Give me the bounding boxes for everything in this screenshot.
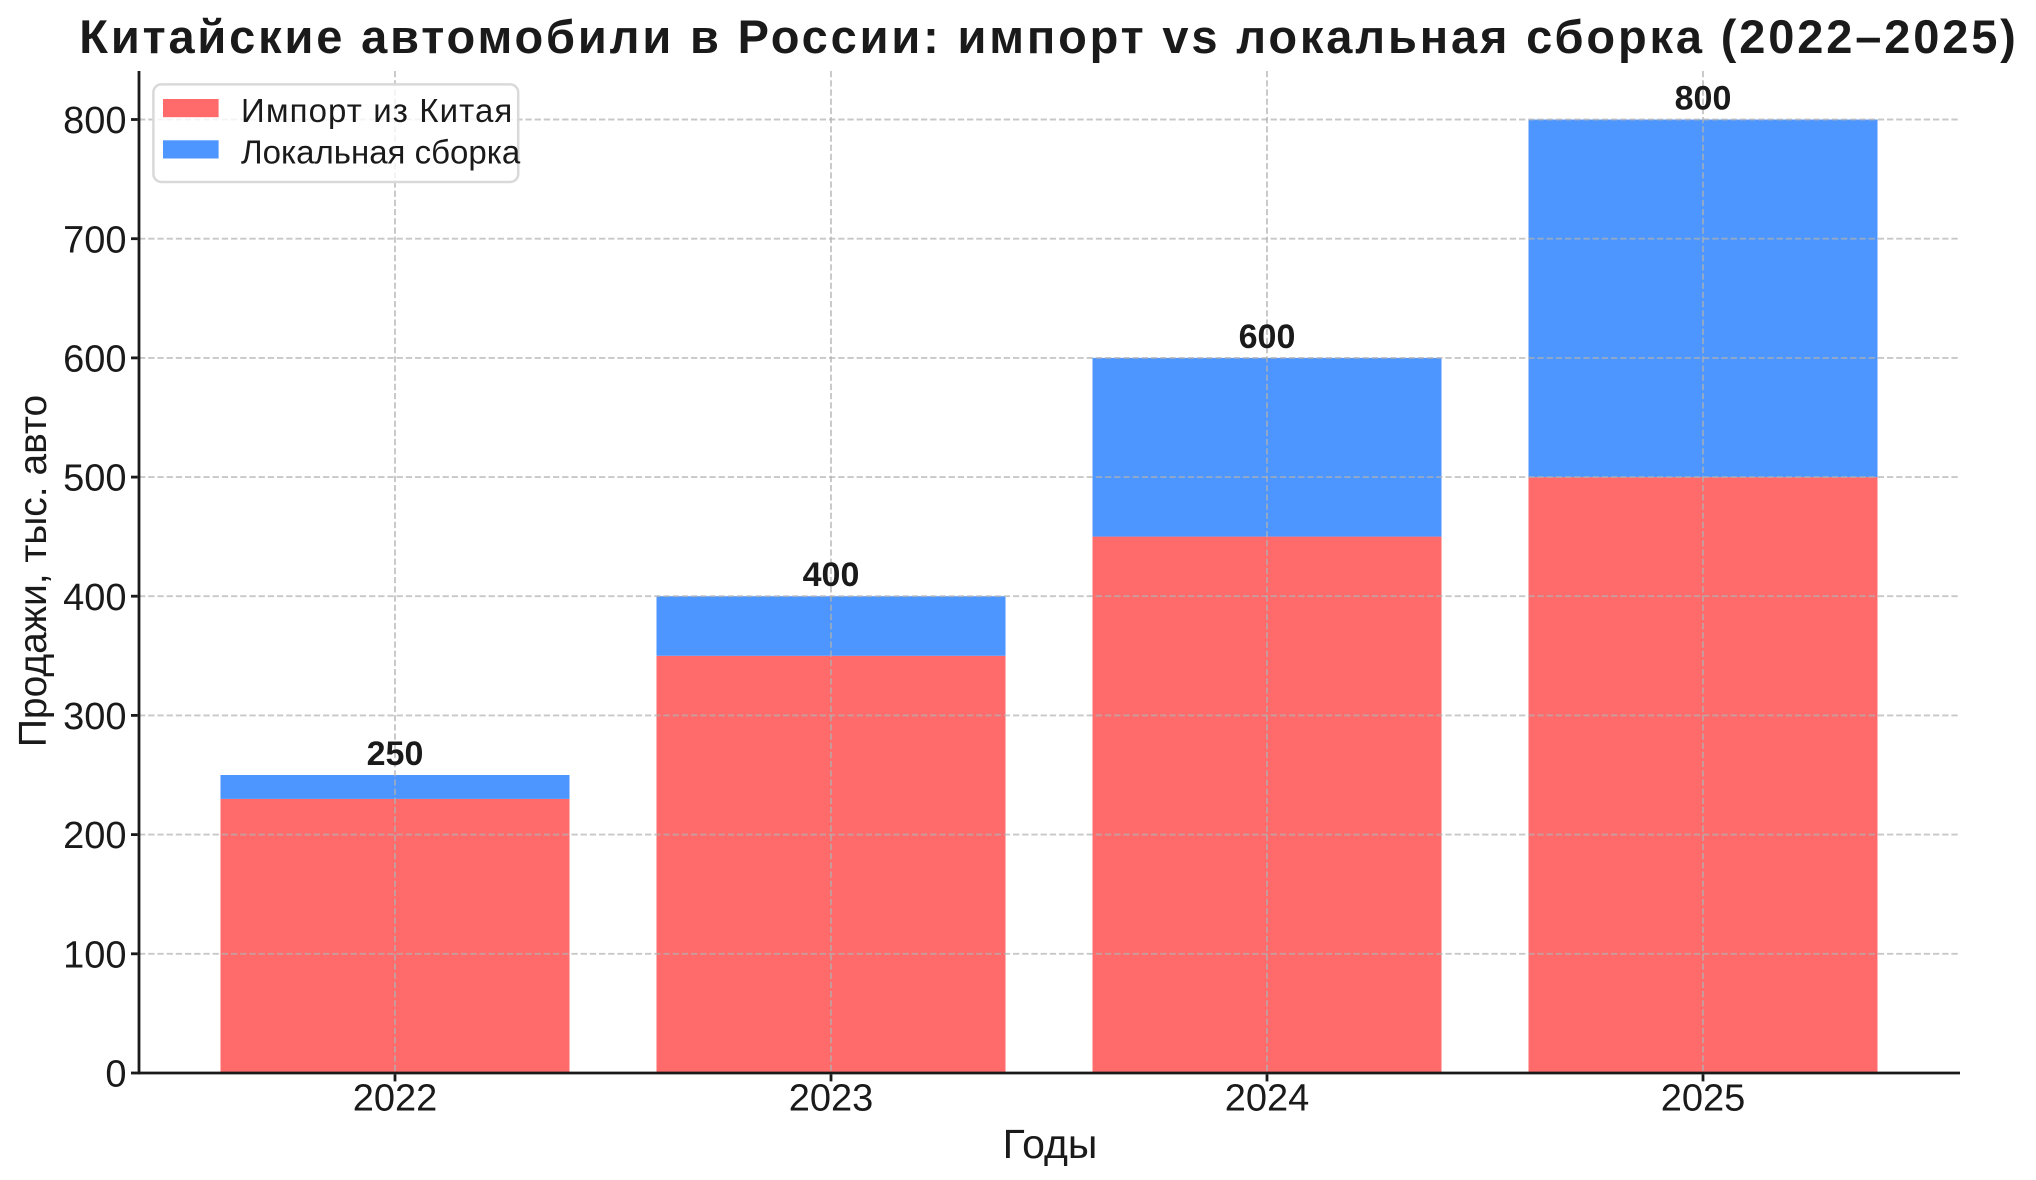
svg-text:250: 250: [367, 735, 424, 773]
svg-text:700: 700: [63, 219, 126, 261]
svg-text:300: 300: [63, 696, 126, 738]
svg-text:Продажи, тыс. авто: Продажи, тыс. авто: [12, 395, 55, 747]
svg-text:Локальная сборка: Локальная сборка: [241, 133, 521, 170]
svg-text:Импорт из Китая: Импорт из Китая: [241, 92, 513, 129]
svg-text:800: 800: [63, 100, 126, 142]
svg-text:400: 400: [803, 556, 860, 594]
svg-text:600: 600: [1239, 318, 1296, 356]
svg-text:Годы: Годы: [1003, 1121, 1098, 1167]
svg-text:400: 400: [63, 577, 126, 619]
svg-text:0: 0: [105, 1054, 126, 1096]
svg-text:2022: 2022: [353, 1078, 438, 1120]
svg-text:500: 500: [63, 458, 126, 500]
svg-text:Китайские автомобили в России:: Китайские автомобили в России: импорт vs…: [79, 10, 2018, 63]
svg-text:800: 800: [1675, 80, 1732, 118]
svg-text:600: 600: [63, 339, 126, 381]
svg-text:100: 100: [63, 934, 126, 976]
svg-text:2023: 2023: [789, 1078, 874, 1120]
svg-text:2024: 2024: [1225, 1078, 1310, 1120]
svg-text:2025: 2025: [1661, 1078, 1746, 1120]
svg-text:200: 200: [63, 815, 126, 857]
